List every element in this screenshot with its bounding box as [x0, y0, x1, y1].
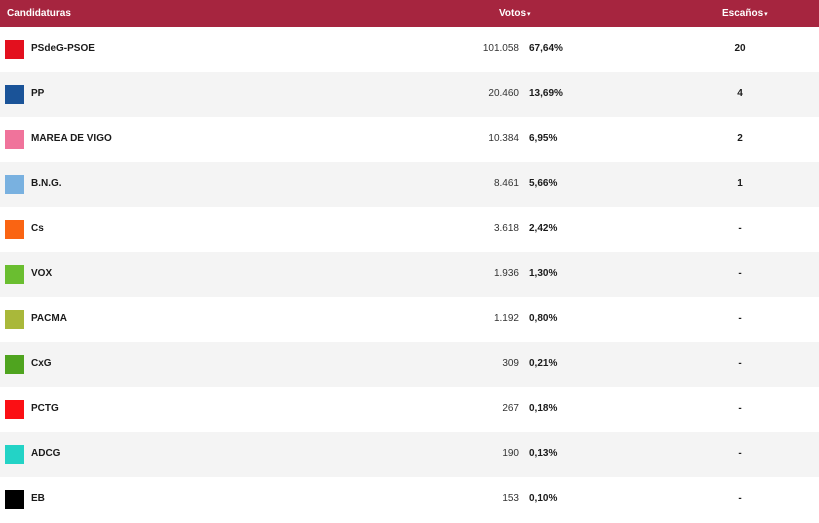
- sort-arrow-icon: ▾: [764, 11, 768, 18]
- votes-percentage: 2,42%: [529, 223, 558, 234]
- header-escanos-label: Escaños: [722, 8, 764, 19]
- party-name: VOX: [31, 268, 53, 279]
- party-name: B.N.G.: [31, 178, 62, 189]
- party-color-swatch: [5, 175, 24, 194]
- party-name: EB: [31, 493, 45, 504]
- votes-percentage: 5,66%: [529, 178, 558, 189]
- seats-count: -: [738, 223, 742, 234]
- header-candidaturas: Candidaturas: [7, 8, 71, 19]
- table-header: Candidaturas Votos▾ Escaños▾: [0, 0, 819, 27]
- party-name: CxG: [31, 358, 52, 369]
- table-row: CxG 309 0,21% -: [0, 342, 819, 387]
- seats-count: 4: [737, 88, 743, 99]
- seats-count: -: [738, 403, 742, 414]
- seats-count: -: [738, 268, 742, 279]
- votes-percentage: 0,18%: [529, 403, 558, 414]
- votes-count: 1.192: [493, 313, 519, 324]
- votes-percentage: 1,30%: [529, 268, 558, 279]
- seats-count: -: [738, 448, 742, 459]
- party-color-swatch: [5, 355, 24, 374]
- votes-count: 10.384: [488, 133, 519, 144]
- sort-arrow-icon: ▾: [527, 11, 531, 18]
- party-color-swatch: [5, 85, 24, 104]
- votes-count: 309: [502, 358, 519, 369]
- seats-count: 2: [737, 133, 743, 144]
- party-color-swatch: [5, 310, 24, 329]
- sort-escanos-button[interactable]: Escaños▾: [722, 8, 768, 19]
- seats-count: -: [738, 358, 742, 369]
- votes-percentage: 6,95%: [529, 133, 558, 144]
- party-color-swatch: [5, 130, 24, 149]
- table-row: B.N.G. 8.461 5,66% 1: [0, 162, 819, 207]
- party-name: PP: [31, 88, 45, 99]
- votes-count: 101.058: [482, 43, 519, 54]
- seats-count: 1: [737, 178, 743, 189]
- table-row: Cs 3.618 2,42% -: [0, 207, 819, 252]
- header-votos-label: Votos: [499, 8, 527, 19]
- table-row: ADCG 190 0,13% -: [0, 432, 819, 477]
- party-color-swatch: [5, 445, 24, 464]
- votes-count: 8.461: [493, 178, 519, 189]
- table-row: PACMA 1.192 0,80% -: [0, 297, 819, 342]
- table-body: PSdeG-PSOE 101.058 67,64% 20 PP 20.460 13,69% 4…: [0, 27, 819, 522]
- party-name: MAREA DE VIGO: [31, 133, 112, 144]
- party-name: PSdeG-PSOE: [31, 43, 95, 54]
- seats-count: 20: [734, 43, 746, 54]
- sort-votos-button[interactable]: Votos▾: [499, 8, 531, 19]
- votes-count: 153: [502, 493, 519, 504]
- votes-percentage: 0,10%: [529, 493, 558, 504]
- party-color-swatch: [5, 40, 24, 59]
- table-row: PSdeG-PSOE 101.058 67,64% 20: [0, 27, 819, 72]
- party-name: PACMA: [31, 313, 67, 324]
- table-row: EB 153 0,10% -: [0, 477, 819, 522]
- party-color-swatch: [5, 265, 24, 284]
- votes-count: 1.936: [493, 268, 519, 279]
- party-color-swatch: [5, 400, 24, 419]
- votes-percentage: 0,21%: [529, 358, 558, 369]
- votes-count: 190: [502, 448, 519, 459]
- table-row: MAREA DE VIGO 10.384 6,95% 2: [0, 117, 819, 162]
- party-color-swatch: [5, 220, 24, 239]
- party-name: PCTG: [31, 403, 59, 414]
- seats-count: -: [738, 313, 742, 324]
- votes-percentage: 0,13%: [529, 448, 558, 459]
- table-row: VOX 1.936 1,30% -: [0, 252, 819, 297]
- votes-count: 20.460: [488, 88, 519, 99]
- party-name: ADCG: [31, 448, 61, 459]
- votes-percentage: 67,64%: [529, 43, 563, 54]
- party-color-swatch: [5, 490, 24, 509]
- votes-count: 267: [502, 403, 519, 414]
- seats-count: -: [738, 493, 742, 504]
- votes-percentage: 13,69%: [529, 88, 563, 99]
- party-name: Cs: [31, 223, 44, 234]
- table-row: PP 20.460 13,69% 4: [0, 72, 819, 117]
- votes-percentage: 0,80%: [529, 313, 558, 324]
- votes-count: 3.618: [493, 223, 519, 234]
- table-row: PCTG 267 0,18% -: [0, 387, 819, 432]
